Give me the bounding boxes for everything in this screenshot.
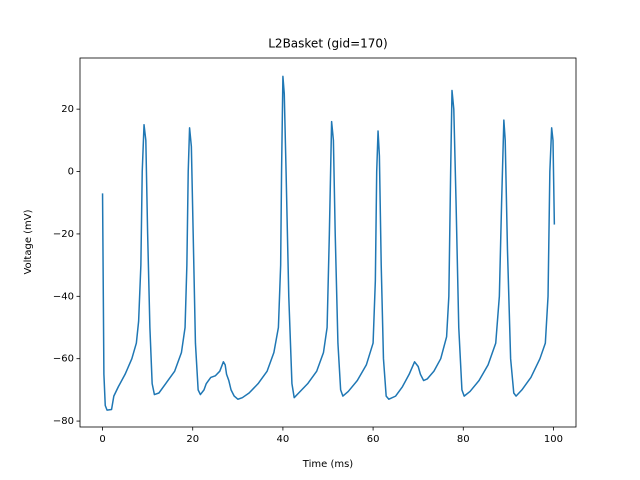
x-tick-label: 20 [186, 434, 199, 445]
voltage-line [101, 75, 556, 411]
y-tick-label: −40 [53, 291, 74, 302]
y-tick-label: −20 [53, 229, 74, 240]
x-tick-label: 0 [99, 434, 105, 445]
chart-title: L2Basket (gid=170) [268, 37, 387, 51]
y-tick-label: −60 [53, 354, 74, 365]
axes-frame [79, 57, 577, 428]
y-tick-label: 20 [61, 104, 74, 115]
x-tick-label: 60 [367, 434, 380, 445]
x-tick-label: 80 [457, 434, 470, 445]
y-tick-label: −80 [53, 416, 74, 427]
x-tick-label: 100 [544, 434, 563, 445]
y-tick-label: 0 [68, 167, 74, 178]
x-tick-label: 40 [277, 434, 290, 445]
x-axis-label: Time (ms) [302, 459, 354, 470]
y-axis-label: Voltage (mV) [23, 209, 34, 274]
